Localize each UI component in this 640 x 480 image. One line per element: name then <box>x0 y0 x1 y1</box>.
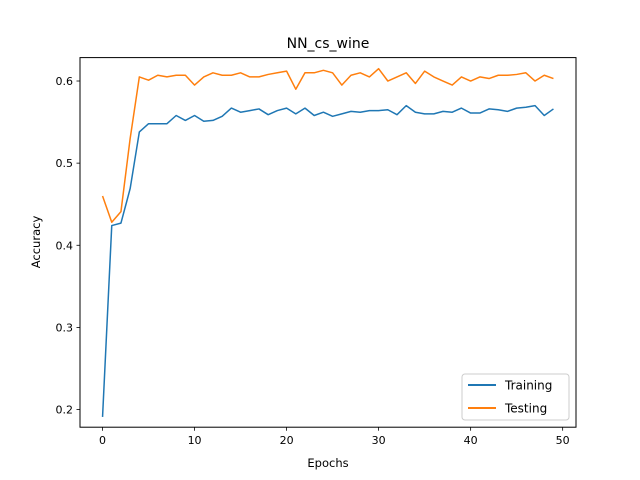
axes-frame <box>79 57 577 428</box>
y-axis-label: Accuracy <box>29 216 43 269</box>
series-line-testing <box>101 67 554 224</box>
y-tick-label: 0.2 <box>56 404 74 417</box>
x-tick-label: 50 <box>556 434 570 447</box>
legend-label-training: Training <box>504 379 552 393</box>
y-tick-label: 0.6 <box>56 75 74 88</box>
x-axis-label: Epochs <box>307 456 348 470</box>
legend-label-testing: Testing <box>504 402 547 416</box>
x-tick-label: 0 <box>99 434 106 447</box>
y-tick-label: 0.5 <box>56 157 74 170</box>
legend: Training Testing <box>461 373 570 421</box>
y-axis-ticks: 0.2 0.3 0.4 0.5 0.6 <box>56 75 80 417</box>
x-tick-label: 30 <box>372 434 386 447</box>
x-tick-label: 10 <box>188 434 202 447</box>
chart-title: NN_cs_wine <box>287 36 370 52</box>
x-tick-label: 40 <box>464 434 478 447</box>
x-axis-ticks: 0 10 20 30 40 50 <box>99 427 570 447</box>
series-line-training <box>101 104 554 417</box>
y-tick-label: 0.3 <box>56 321 74 334</box>
y-tick-label: 0.4 <box>56 239 74 252</box>
series-layer <box>101 67 554 417</box>
x-tick-label: 20 <box>280 434 294 447</box>
plot-area <box>79 57 577 428</box>
